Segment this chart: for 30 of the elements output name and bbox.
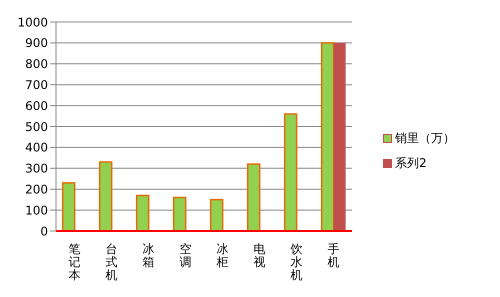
bar: [62, 182, 76, 231]
bar: [246, 163, 260, 231]
y-tick-label: 500: [25, 120, 48, 134]
bar: [320, 42, 334, 231]
y-tick-label: 300: [25, 162, 48, 176]
x-tick-label: 手机: [328, 242, 340, 269]
legend-label: 销里（万）: [395, 130, 455, 147]
y-tick-label: 900: [25, 36, 48, 50]
y-tick-label: 800: [25, 57, 48, 72]
y-tick-label: 100: [25, 203, 48, 218]
legend-label: 系列2: [395, 155, 427, 172]
bar: [172, 196, 186, 231]
y-tick-label: 200: [25, 182, 48, 196]
bar: [136, 194, 150, 231]
x-tick-label: 冰柜: [216, 242, 228, 269]
x-tick-label: 饮水机: [290, 242, 302, 282]
bar: [284, 113, 298, 231]
bar: [98, 161, 112, 231]
x-tick-label: 冰箱: [142, 242, 154, 269]
y-tick-label: 600: [25, 98, 48, 113]
bar: [334, 42, 346, 231]
y-tick-label: 700: [25, 78, 48, 92]
x-tick-label: 笔记本: [68, 242, 80, 282]
y-tick-label: 1000: [17, 15, 48, 30]
bar: [210, 198, 224, 231]
x-tick-label: 台式机: [106, 242, 118, 282]
x-tick-label: 空调: [180, 242, 192, 269]
y-tick-label: 0: [40, 224, 48, 238]
x-tick-label: 电视: [254, 242, 266, 269]
y-tick-label: 400: [25, 140, 48, 155]
